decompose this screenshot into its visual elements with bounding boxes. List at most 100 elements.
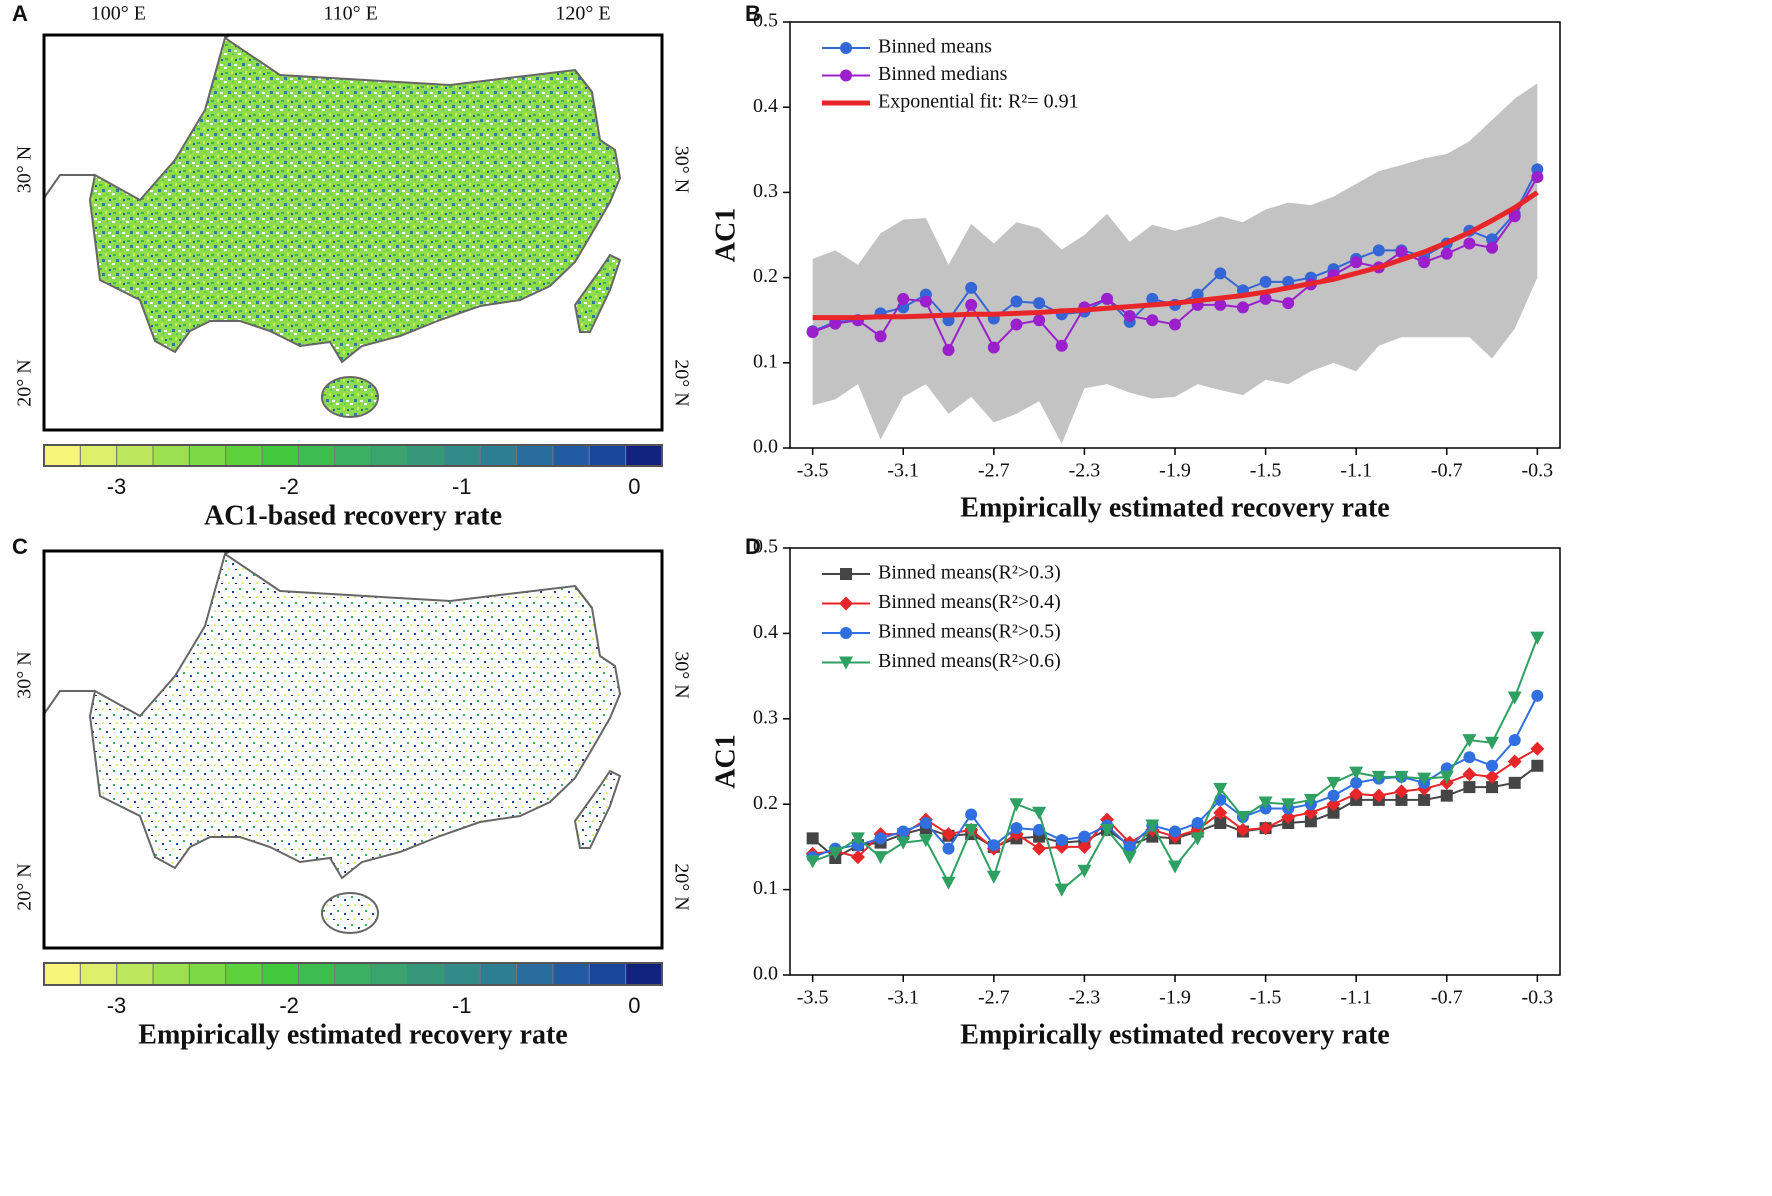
x-tick-label: -3.1 bbox=[887, 987, 919, 1009]
panel-label: A bbox=[12, 1, 28, 26]
marker bbox=[1303, 793, 1318, 807]
marker bbox=[1032, 806, 1047, 820]
y-tick-label: 0.3 bbox=[753, 706, 778, 728]
colorbar-cell bbox=[334, 962, 372, 986]
marker bbox=[1304, 815, 1317, 828]
marker bbox=[918, 834, 933, 848]
marker bbox=[1010, 822, 1023, 835]
y-tick-label: 0.1 bbox=[753, 350, 778, 372]
marker bbox=[850, 832, 865, 846]
marker bbox=[1508, 776, 1521, 789]
marker bbox=[1394, 784, 1409, 799]
y-axis-label: AC1 bbox=[710, 208, 741, 262]
series-line bbox=[812, 190, 1539, 321]
x-tick-label: -3.5 bbox=[797, 987, 829, 1009]
colorbar-cell bbox=[225, 962, 263, 986]
marker bbox=[1486, 241, 1499, 254]
marker bbox=[1327, 806, 1340, 819]
colorbar-cell bbox=[443, 444, 481, 467]
colorbar-cell bbox=[479, 962, 518, 986]
x-tick-label: -1.1 bbox=[1340, 460, 1372, 482]
marker bbox=[828, 846, 843, 860]
marker bbox=[1033, 297, 1046, 310]
y-tick-label: 0.4 bbox=[753, 621, 778, 643]
marker bbox=[1531, 689, 1544, 702]
marker bbox=[1486, 781, 1499, 794]
x-tick-label: -3.1 bbox=[887, 460, 919, 482]
legend-label: Exponential fit: R²= 0.91 bbox=[878, 91, 1079, 113]
x-tick-label: -1.1 bbox=[1340, 987, 1372, 1009]
marker bbox=[942, 344, 955, 357]
legend-marker bbox=[840, 627, 852, 639]
marker bbox=[1349, 766, 1364, 780]
colorbar-tick-label: 0 bbox=[628, 474, 640, 499]
marker bbox=[850, 850, 865, 865]
marker bbox=[965, 298, 978, 311]
colorbar-cell bbox=[479, 444, 518, 467]
colorbar-cell bbox=[297, 962, 336, 986]
y-tick-label: 0.5 bbox=[753, 10, 778, 32]
y-tick-label: 0.1 bbox=[753, 877, 778, 899]
marker bbox=[965, 808, 978, 821]
marker bbox=[1213, 805, 1228, 820]
series bbox=[806, 759, 1544, 865]
colorbar-cell bbox=[152, 962, 190, 986]
marker bbox=[1327, 789, 1340, 802]
map-frame bbox=[42, 33, 664, 432]
marker bbox=[1463, 751, 1476, 764]
marker bbox=[1214, 816, 1227, 829]
marker bbox=[1282, 297, 1295, 310]
marker bbox=[1123, 309, 1136, 322]
legend-label: Binned means bbox=[878, 36, 992, 58]
marker bbox=[1371, 770, 1386, 784]
marker bbox=[1417, 772, 1432, 786]
lat-label: 30° N bbox=[14, 146, 36, 193]
marker bbox=[1463, 237, 1476, 250]
marker bbox=[1146, 314, 1159, 327]
colorbar-tick-label: -3 bbox=[107, 993, 127, 1018]
marker bbox=[1214, 267, 1227, 280]
marker bbox=[897, 292, 910, 305]
colorbar-cell bbox=[188, 962, 227, 986]
marker bbox=[1055, 339, 1068, 352]
colorbar-frame bbox=[43, 444, 663, 467]
colorbar-cell bbox=[297, 444, 336, 467]
marker bbox=[874, 330, 887, 343]
marker bbox=[1439, 770, 1454, 784]
marker bbox=[805, 855, 820, 869]
marker bbox=[874, 832, 887, 845]
legend-label: Binned means(R²>0.6) bbox=[878, 650, 1061, 672]
marker bbox=[1326, 776, 1341, 790]
marker bbox=[1531, 759, 1544, 772]
panel-label: D bbox=[745, 534, 761, 559]
colorbar-cell bbox=[552, 444, 590, 467]
colorbar-cell bbox=[116, 444, 154, 467]
marker bbox=[1146, 292, 1159, 305]
y-axis-label: AC1 bbox=[710, 734, 741, 788]
colorbar-cell bbox=[116, 962, 154, 986]
marker bbox=[1486, 759, 1499, 772]
x-tick-label: -1.5 bbox=[1250, 460, 1282, 482]
land-map bbox=[43, 34, 621, 418]
lon-label: 100° E bbox=[91, 3, 146, 25]
marker bbox=[1235, 811, 1250, 825]
marker bbox=[896, 836, 911, 850]
marker bbox=[1214, 298, 1227, 311]
x-tick-label: -2.7 bbox=[978, 987, 1010, 1009]
colorbar-cell bbox=[516, 444, 554, 467]
marker bbox=[1418, 793, 1431, 806]
colorbar-cell bbox=[370, 962, 409, 986]
legend-marker bbox=[840, 568, 852, 580]
colorbar-cell bbox=[625, 962, 663, 986]
panel-label: B bbox=[745, 1, 761, 26]
lat-label: 20° N bbox=[670, 359, 692, 406]
marker bbox=[806, 832, 819, 845]
marker bbox=[1123, 840, 1136, 853]
legend-label: Binned medians bbox=[878, 63, 1008, 85]
lat-label: 30° N bbox=[670, 651, 692, 698]
marker bbox=[1462, 734, 1477, 748]
marker bbox=[1281, 798, 1296, 812]
marker bbox=[1281, 810, 1296, 825]
colorbar-cell bbox=[407, 444, 445, 467]
marker bbox=[897, 825, 910, 838]
